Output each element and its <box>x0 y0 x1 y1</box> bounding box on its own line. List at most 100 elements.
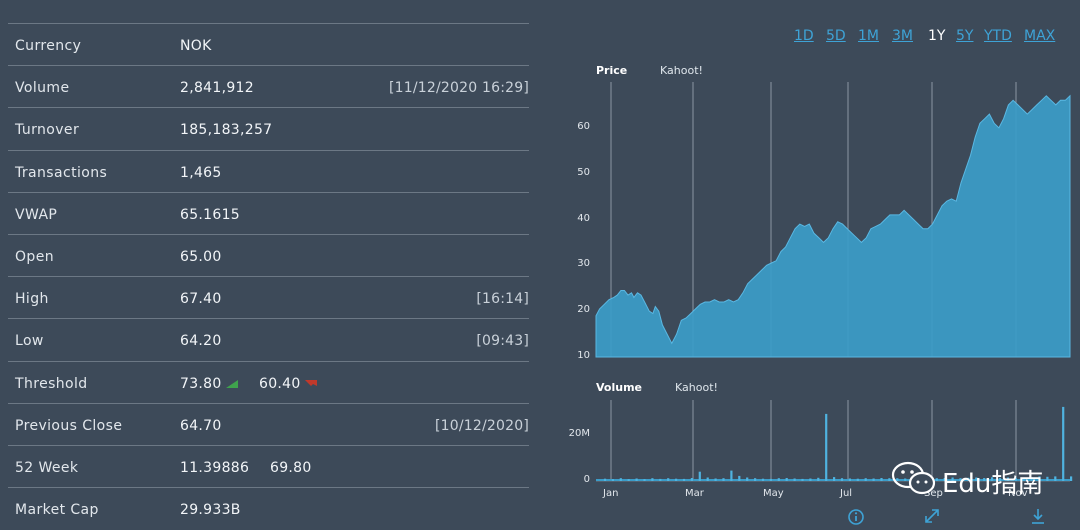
stats-timestamp: [10/12/2020] <box>434 417 529 434</box>
volume-bar <box>659 478 662 481</box>
volume-bar <box>1006 477 1009 481</box>
volume-bar <box>1046 476 1049 481</box>
range-button-1d[interactable]: 1D <box>794 28 814 44</box>
stats-row: Market Cap 29.933B <box>8 487 529 530</box>
volume-bar <box>856 478 859 481</box>
volume-bar <box>888 478 891 481</box>
volume-bar <box>627 479 630 481</box>
stats-row: Previous Close 64.70 [10/12/2020] <box>8 402 529 446</box>
volume-bar <box>896 478 899 481</box>
x-tick-label: Sep <box>924 488 943 499</box>
volume-bar <box>809 478 812 481</box>
time-range-selector: 1D 5D 1M 3M 1Y 5Y YTD MAX <box>794 28 1064 48</box>
volume-bar <box>825 413 828 481</box>
stats-row: Turnover 185,183,257 <box>8 107 529 150</box>
stats-row: Volume 2,841,912 [11/12/2020 16:29] <box>8 65 529 108</box>
stats-value: 65.1615 <box>180 206 240 223</box>
volume-bar <box>991 477 994 481</box>
stats-label: Low <box>15 333 44 350</box>
volume-bar <box>651 478 654 481</box>
volume-bar <box>904 478 907 481</box>
volume-bar <box>1062 406 1065 481</box>
stats-label: Turnover <box>15 122 80 139</box>
threshold-down-icon <box>305 376 317 386</box>
volume-bar <box>730 470 733 481</box>
volume-bar <box>793 478 796 481</box>
volume-bar <box>698 471 701 481</box>
volume-bar <box>833 477 836 481</box>
volume-bar <box>714 478 717 481</box>
stats-label: Currency <box>15 38 82 54</box>
range-button-max[interactable]: MAX <box>1024 28 1056 44</box>
stats-value-secondary: 60.40 <box>259 375 301 392</box>
x-tick-label: Jan <box>603 488 619 499</box>
stats-value: 64.70 <box>180 417 222 434</box>
stats-row: Low 64.20 [09:43] <box>8 318 529 361</box>
watermark-text: Edu指南 <box>942 469 1044 499</box>
range-button-1m[interactable]: 1M <box>858 28 879 44</box>
volume-y-tick: 0 <box>583 474 590 485</box>
volume-bar <box>675 478 678 481</box>
stats-label: Previous Close <box>15 417 123 434</box>
volume-bar <box>611 479 614 481</box>
volume-bar <box>801 478 804 481</box>
info-icon[interactable] <box>847 508 865 526</box>
stats-label: Threshold <box>15 375 88 392</box>
volume-bar <box>785 478 788 481</box>
range-button-5d[interactable]: 5D <box>826 28 846 44</box>
stats-label: Volume <box>15 80 70 97</box>
stats-value: 67.40 <box>180 291 222 308</box>
wechat-icon <box>891 461 936 495</box>
x-tick-label: Jul <box>840 488 853 499</box>
range-button-3m[interactable]: 3M <box>892 28 913 44</box>
stats-value: 65.00 <box>180 249 222 265</box>
expand-icon[interactable] <box>923 507 941 525</box>
volume-panel-title: Volume <box>596 381 642 394</box>
volume-bar <box>817 477 820 481</box>
range-button-5y[interactable]: 5Y <box>956 28 974 44</box>
stats-row: VWAP 65.1615 <box>8 191 529 235</box>
x-tick-label: Mar <box>685 488 704 499</box>
stats-label: Market Cap <box>15 502 99 519</box>
stats-row: Threshold 73.80 60.40 <box>8 360 529 404</box>
volume-series-label: Kahoot! <box>675 381 718 394</box>
volume-bar <box>690 478 693 481</box>
volume-bar <box>667 478 670 481</box>
volume-bar <box>738 475 741 481</box>
volume-bar <box>619 478 622 481</box>
stats-label: Open <box>15 249 54 265</box>
volume-bar <box>1070 476 1073 481</box>
download-icon[interactable] <box>1029 507 1047 525</box>
volume-bar <box>777 478 780 481</box>
volume-bar <box>722 478 725 481</box>
volume-bar <box>975 477 978 481</box>
volume-bar <box>603 478 607 481</box>
stats-value: NOK <box>180 38 212 54</box>
volume-bar <box>1022 478 1025 481</box>
stats-row: High 67.40 [16:14] <box>8 276 529 319</box>
volume-bar <box>983 478 986 481</box>
x-tick-label: Nov <box>1008 488 1028 499</box>
volume-bar <box>746 477 749 481</box>
volume-bar <box>840 478 844 481</box>
volume-bar <box>951 477 954 481</box>
stats-value: 1,465 <box>180 164 222 181</box>
x-tick-label: May <box>763 488 784 499</box>
threshold-up-icon <box>226 376 238 388</box>
volume-bar <box>754 478 757 481</box>
volume-bar <box>706 477 709 481</box>
stats-value: 2,841,912 <box>180 80 254 97</box>
volume-bar <box>943 478 946 481</box>
volume-bar <box>1038 476 1041 481</box>
stats-value: 73.80 <box>180 375 222 392</box>
volume-bar <box>635 478 638 481</box>
range-button-ytd[interactable]: YTD <box>984 28 1012 44</box>
stats-label: Transactions <box>15 164 108 181</box>
stats-timestamp: [09:43] <box>476 333 529 350</box>
range-button-1y[interactable]: 1Y <box>928 28 946 44</box>
stats-value: 29.933B <box>180 502 241 519</box>
stats-row: Transactions 1,465 <box>8 149 529 193</box>
volume-y-tick: 20M <box>568 427 590 439</box>
volume-bar <box>761 478 765 481</box>
